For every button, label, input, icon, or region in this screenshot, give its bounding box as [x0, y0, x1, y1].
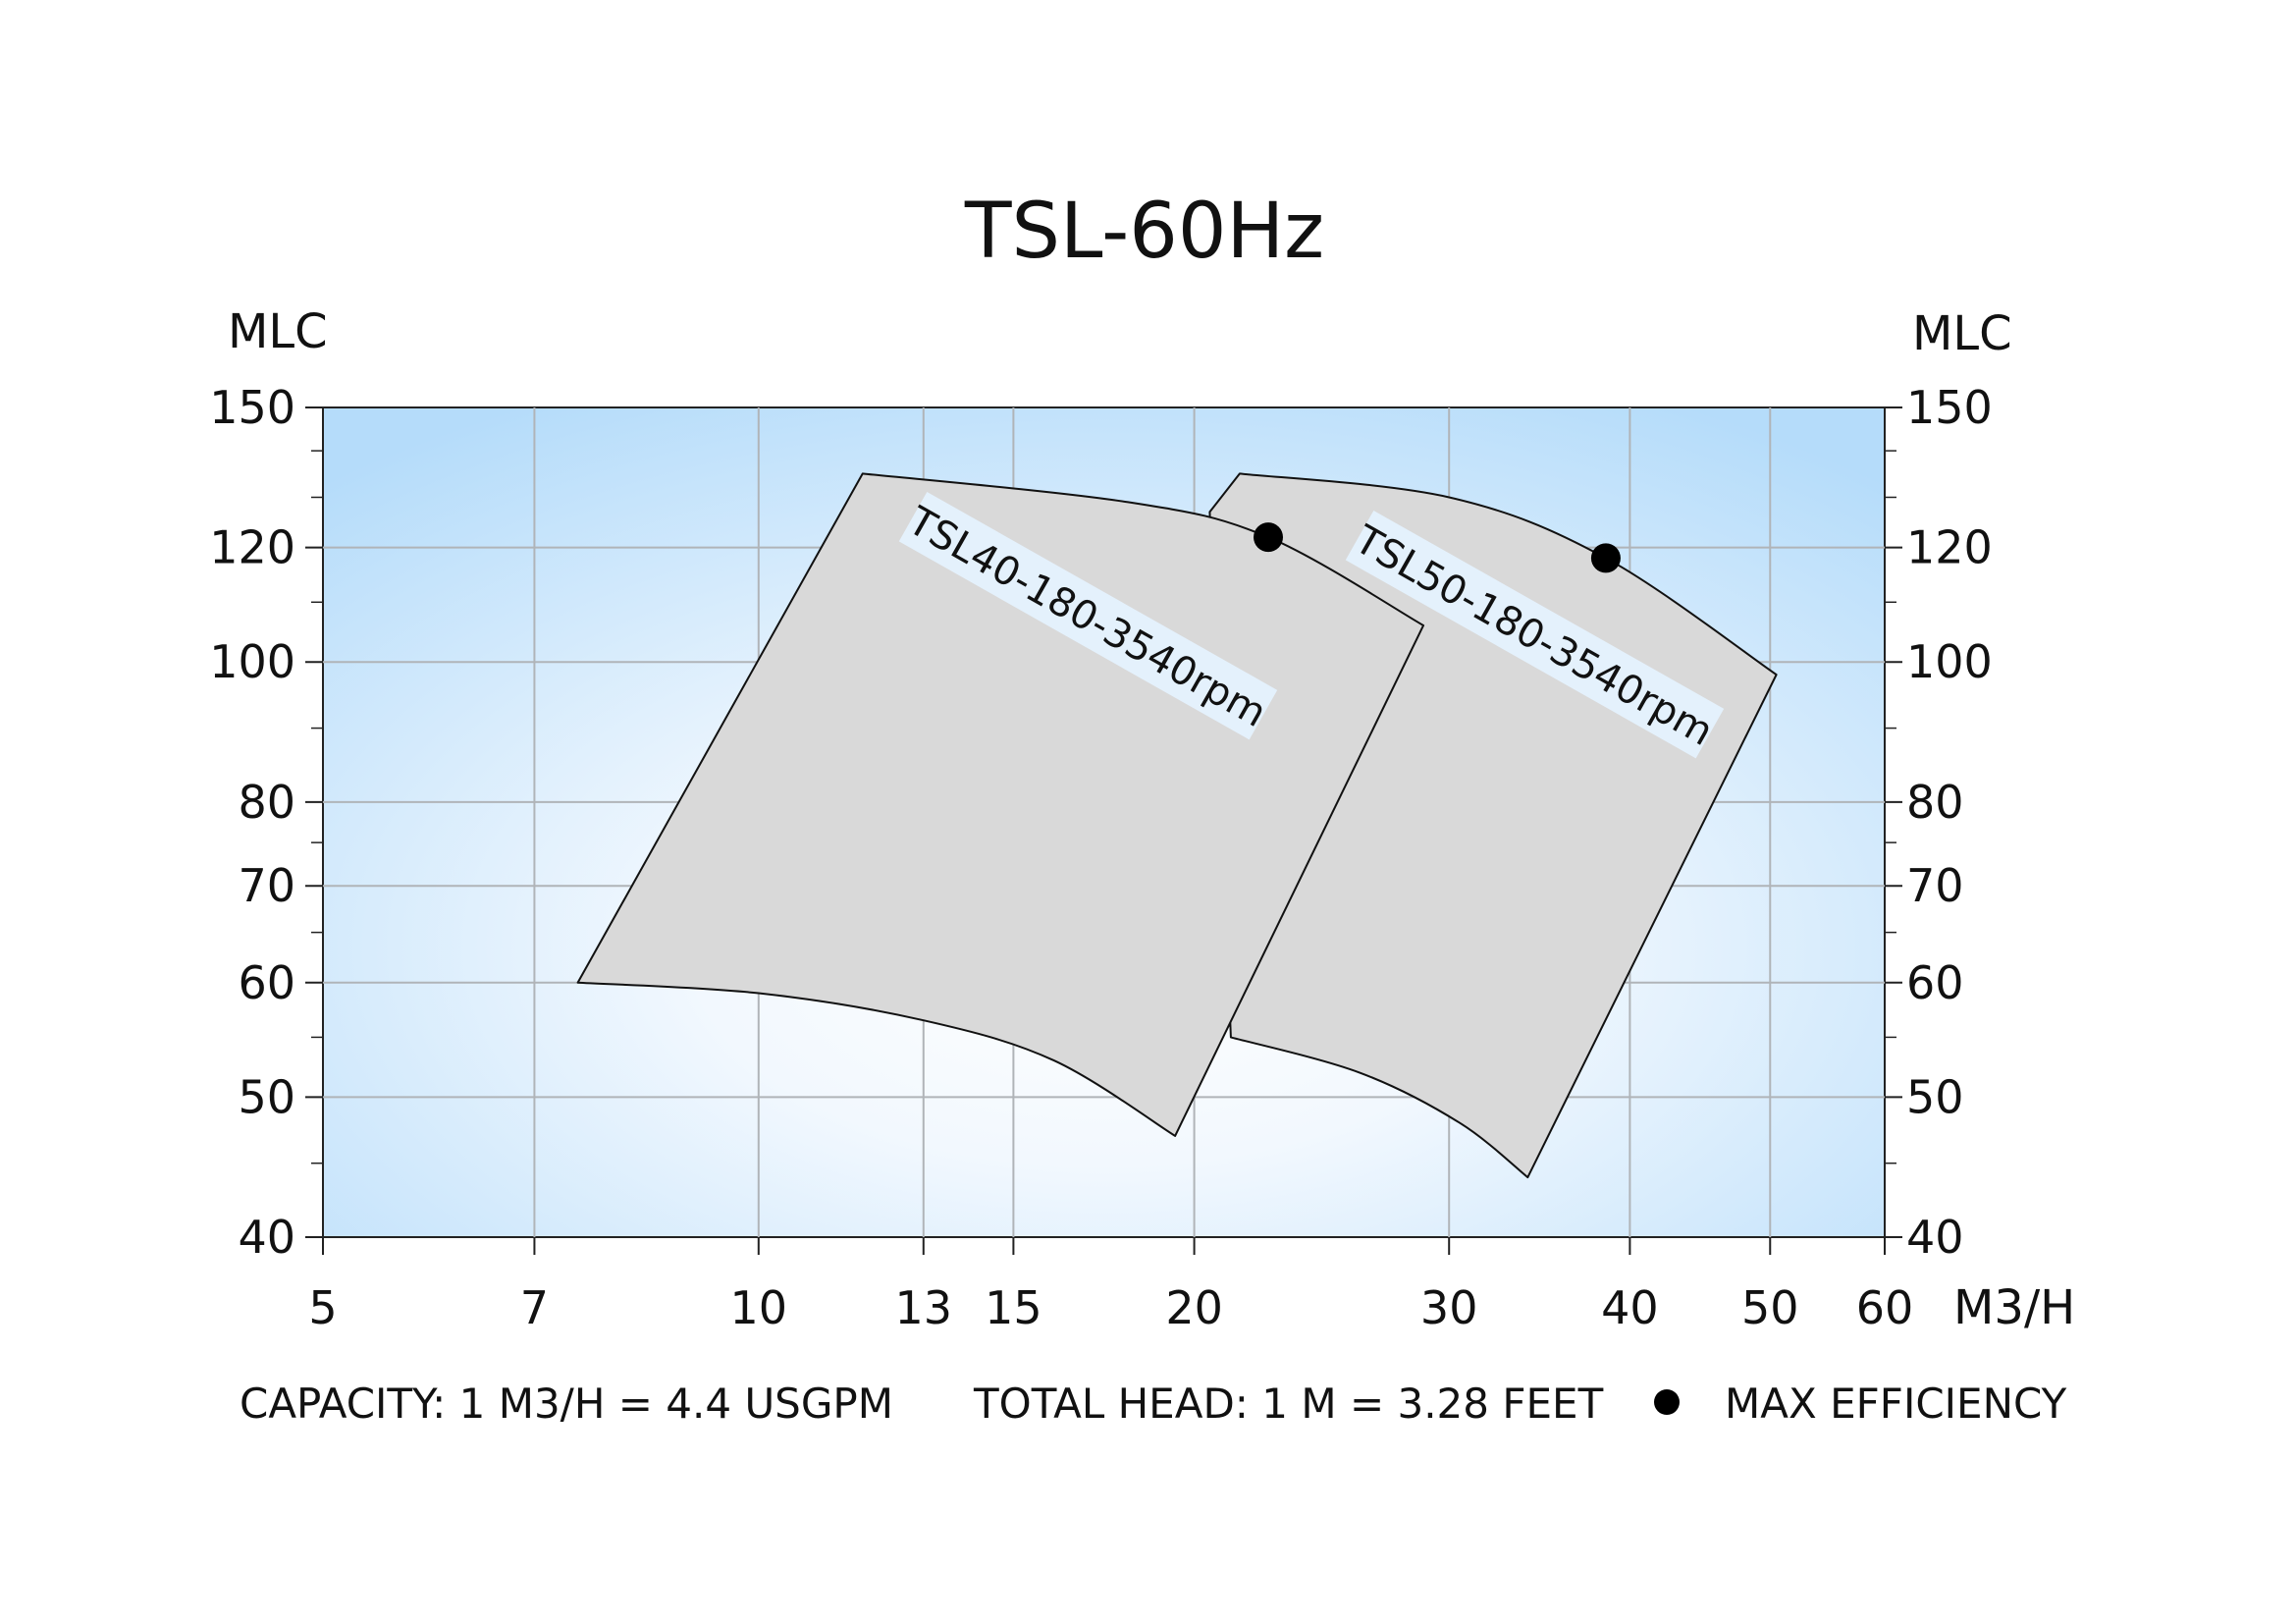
capacity-note: CAPACITY: 1 M3/H = 4.4 USGPM — [240, 1380, 893, 1428]
y-tick-label-right: 150 — [1906, 381, 1993, 434]
x-tick-label: 5 — [308, 1281, 337, 1334]
series-label-box — [1345, 510, 1725, 759]
y-tick-label-right: 60 — [1906, 956, 1964, 1009]
y-tick-label-right: 80 — [1906, 776, 1964, 829]
x-tick-label: 30 — [1420, 1281, 1478, 1334]
y-tick-label-right: 40 — [1906, 1211, 1964, 1264]
x-tick-label: 7 — [520, 1281, 549, 1334]
max-efficiency-legend-label: MAX EFFICIENCY — [1725, 1380, 2067, 1428]
y-tick-label-left: 70 — [238, 859, 295, 912]
y-tick-label-left: 60 — [238, 956, 295, 1009]
total-head-note: TOTAL HEAD: 1 M = 3.28 FEET — [974, 1380, 1604, 1428]
y-tick-label-left: 40 — [238, 1211, 295, 1264]
x-tick-label: 13 — [895, 1281, 953, 1334]
y-axis-label-right: MLC — [1912, 306, 2012, 361]
x-axis-label: M3/H — [1953, 1280, 2075, 1335]
max-efficiency-point — [1254, 522, 1284, 553]
x-tick-label: 50 — [1741, 1281, 1799, 1334]
y-tick-label-left: 50 — [238, 1070, 295, 1123]
y-tick-label-left: 100 — [209, 635, 295, 688]
y-tick-label-left: 80 — [238, 776, 295, 829]
x-tick-label: 20 — [1165, 1281, 1223, 1334]
chart-title: TSL-60Hz — [964, 188, 1324, 276]
max-efficiency-legend-marker — [1654, 1389, 1680, 1415]
x-tick-label: 15 — [985, 1281, 1042, 1334]
x-tick-label: 10 — [730, 1281, 788, 1334]
y-tick-label-right: 70 — [1906, 859, 1964, 912]
series-label-box — [898, 491, 1278, 740]
y-tick-label-right: 120 — [1906, 521, 1993, 574]
envelope-tsl40-180-3540rpm — [576, 472, 1425, 1137]
y-tick-label-right: 50 — [1906, 1070, 1964, 1123]
y-tick-label-right: 100 — [1906, 635, 1993, 688]
max-efficiency-point — [1590, 543, 1621, 573]
y-axis-label-left: MLC — [228, 304, 328, 359]
x-tick-label: 40 — [1601, 1281, 1659, 1334]
x-tick-label: 60 — [1856, 1281, 1914, 1334]
y-tick-label-left: 150 — [209, 381, 295, 434]
y-tick-label-left: 120 — [209, 521, 295, 574]
